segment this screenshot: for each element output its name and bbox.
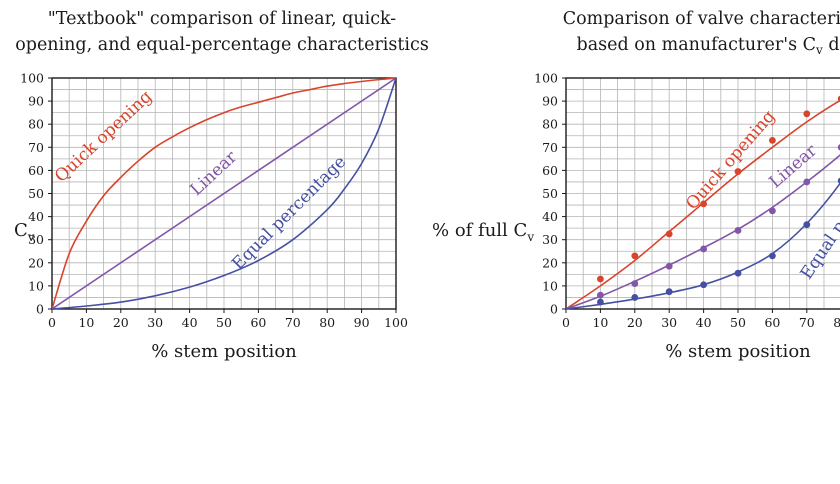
- data-point-quick: [631, 252, 639, 260]
- y-tick-label: 40: [28, 209, 44, 224]
- x-tick-label: 20: [627, 315, 643, 330]
- y-axis-label-text: % of full C: [432, 220, 527, 241]
- chart-title-line-1: Comparison of valve characteristics: [563, 9, 840, 29]
- series-label-linear: Linear: [186, 147, 241, 200]
- data-point-equal: [769, 252, 776, 260]
- x-tick-label: 60: [764, 315, 780, 330]
- x-tick-label: 60: [250, 315, 266, 330]
- x-tick-label: 30: [147, 315, 163, 330]
- series-line-equal: [52, 77, 396, 310]
- data-point-quick: [803, 110, 811, 118]
- y-tick-label: 60: [542, 163, 558, 178]
- x-tick-label: 90: [354, 315, 370, 330]
- series-line-quick: [566, 99, 840, 310]
- y-axis-label-subscript: v: [526, 230, 534, 244]
- series-label-quick: Quick opening: [682, 106, 779, 214]
- data-point-equal: [665, 288, 673, 296]
- data-point-quick: [734, 168, 742, 175]
- data-point-equal: [700, 281, 707, 289]
- y-tick-label: 80: [28, 117, 44, 132]
- x-tick-label: 50: [216, 315, 232, 330]
- y-tick-label: 50: [542, 186, 558, 201]
- y-tick-label: 70: [28, 140, 44, 155]
- y-tick-label: 100: [534, 71, 558, 86]
- x-tick-label: 0: [48, 315, 56, 330]
- y-axis-label-subscript: v: [27, 230, 35, 244]
- y-tick-label: 20: [542, 255, 558, 270]
- data-point-equal: [597, 298, 604, 306]
- y-tick-label: 100: [20, 71, 44, 86]
- data-point-equal: [803, 221, 811, 229]
- x-tick-label: 70: [285, 315, 301, 330]
- data-point-equal: [734, 269, 742, 277]
- x-tick-label: 80: [319, 315, 335, 330]
- x-tick-label: 100: [384, 315, 408, 330]
- data-point-linear: [597, 291, 604, 299]
- textbook-chart: "Textbook" comparison of linear, quick-o…: [14, 9, 429, 362]
- chart-title-subscript: v: [815, 43, 823, 57]
- y-tick-label: 60: [28, 163, 44, 178]
- y-axis-label-text: C: [14, 220, 28, 241]
- series-line-equal: [566, 182, 840, 310]
- x-tick-label: 20: [113, 315, 129, 330]
- chart-title-text: data: [823, 35, 840, 55]
- series-line-linear: [52, 77, 396, 310]
- x-axis-label: % stem position: [151, 341, 297, 362]
- data-point-linear: [837, 144, 840, 151]
- y-tick-label: 30: [28, 232, 44, 247]
- y-axis-label: Cv: [14, 220, 35, 244]
- y-tick-label: 90: [542, 94, 558, 109]
- x-tick-label: 10: [592, 315, 608, 330]
- chart-title-text: opening, and equal-percentage characteri…: [15, 35, 429, 55]
- x-tick-label: 40: [696, 315, 712, 330]
- data-point-linear: [631, 280, 639, 287]
- y-tick-label: 70: [542, 140, 558, 155]
- y-tick-label: 50: [28, 186, 44, 201]
- y-tick-label: 20: [28, 255, 44, 270]
- chart-title-line-2: based on manufacturer's Cv data: [577, 35, 840, 57]
- chart-title-text: based on manufacturer's C: [577, 35, 817, 55]
- y-tick-label: 40: [542, 209, 558, 224]
- manufacturer-chart: Comparison of valve characteristics based…: [432, 9, 840, 362]
- y-tick-label: 0: [550, 302, 558, 317]
- chart-title-line-2: opening, and equal-percentage characteri…: [15, 35, 429, 55]
- series-line-quick: [52, 77, 396, 310]
- data-point-linear: [700, 245, 707, 253]
- series-label-linear: Linear: [766, 140, 822, 192]
- x-tick-label: 80: [833, 315, 840, 330]
- data-point-equal: [631, 294, 639, 301]
- x-axis-label: % stem position: [665, 341, 811, 362]
- y-tick-label: 10: [28, 278, 44, 293]
- data-point-quick: [597, 275, 604, 283]
- data-point-quick: [700, 200, 707, 208]
- data-point-equal: [837, 177, 840, 184]
- data-point-quick: [769, 136, 776, 144]
- x-tick-label: 70: [799, 315, 815, 330]
- x-tick-label: 40: [182, 315, 198, 330]
- x-tick-label: 10: [78, 315, 94, 330]
- chart-title-line-1: "Textbook" comparison of linear, quick-: [48, 9, 397, 29]
- data-point-linear: [803, 178, 811, 186]
- x-tick-label: 50: [730, 315, 746, 330]
- data-point-linear: [734, 227, 742, 234]
- x-tick-label: 30: [661, 315, 677, 330]
- y-tick-label: 30: [542, 232, 558, 247]
- y-tick-label: 0: [36, 302, 44, 317]
- x-tick-label: 0: [562, 315, 570, 330]
- y-tick-label: 90: [28, 94, 44, 109]
- data-point-quick: [665, 230, 673, 238]
- y-axis-label: % of full Cv: [432, 220, 534, 244]
- y-tick-label: 10: [542, 278, 558, 293]
- y-tick-label: 80: [542, 117, 558, 132]
- grid-lines: [51, 77, 397, 310]
- data-point-linear: [665, 262, 673, 270]
- data-point-linear: [769, 207, 776, 215]
- series-line-linear: [566, 154, 840, 310]
- data-point-quick: [837, 95, 840, 102]
